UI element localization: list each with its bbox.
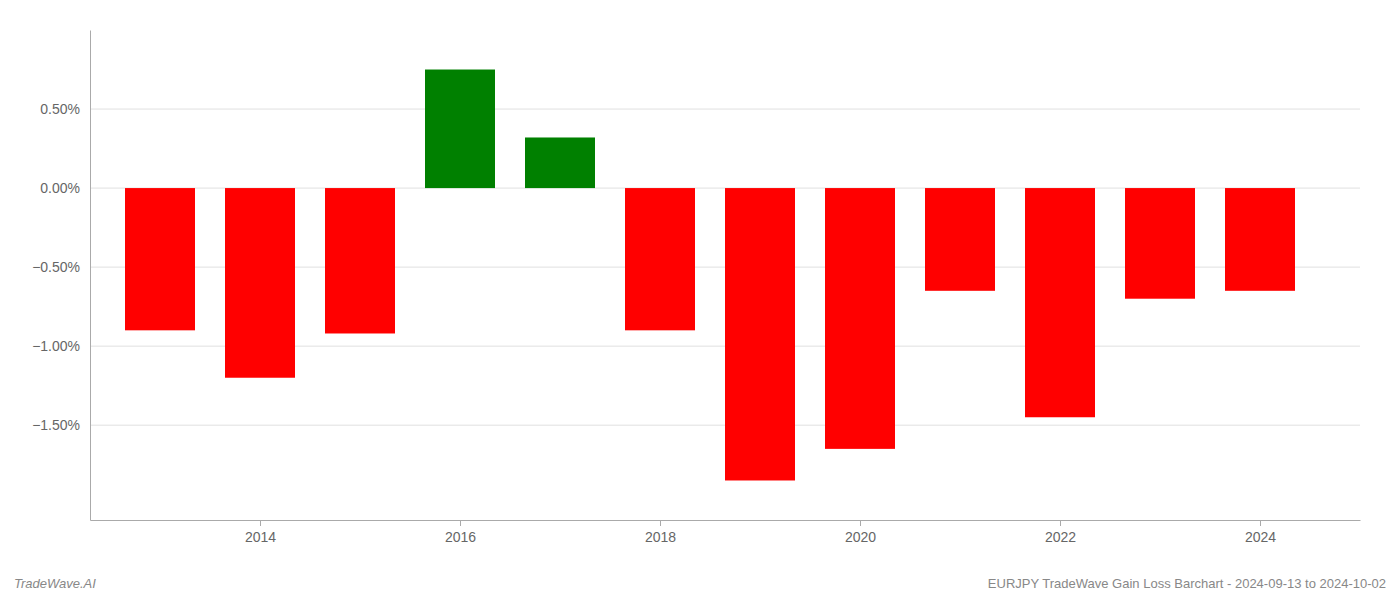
x-axis-line (91, 520, 1361, 521)
bar (125, 188, 195, 330)
bar (625, 188, 695, 330)
x-tick: 2016 (445, 520, 476, 545)
x-tick-mark (860, 520, 861, 526)
plot-area: −1.50% −1.00% −0.50% 0.00% 0.50% 2014 2016 2018… (32, 31, 1360, 545)
bar (1025, 188, 1095, 417)
x-tick-mark (460, 520, 461, 526)
footer: TradeWave.AI EURJPY TradeWave Gain Loss B… (14, 576, 1386, 591)
x-tick: 2020 (845, 520, 876, 545)
x-axis: 2014 2016 2018 2020 2022 2024 (91, 520, 1361, 545)
y-tick-label: 0.00% (40, 180, 80, 196)
bar (925, 188, 995, 291)
x-tick: 2022 (1045, 520, 1076, 545)
y-tick: 0.50% (40, 101, 90, 117)
x-tick-label: 2014 (245, 529, 276, 545)
y-tick: −0.50% (32, 259, 90, 275)
footer-right: EURJPY TradeWave Gain Loss Barchart - 20… (988, 576, 1386, 591)
y-tick: −1.50% (32, 417, 90, 433)
y-tick-label: −1.50% (32, 417, 80, 433)
bar (825, 188, 895, 449)
bar (225, 188, 295, 378)
y-axis: −1.50% −1.00% −0.50% 0.00% 0.50% (32, 31, 90, 521)
bar (1125, 188, 1195, 299)
bar (425, 70, 495, 189)
x-tick: 2024 (1245, 520, 1276, 545)
x-tick: 2014 (245, 520, 276, 545)
x-tick-label: 2018 (645, 529, 676, 545)
y-tick: −1.00% (32, 338, 90, 354)
y-tick-label: −0.50% (32, 259, 80, 275)
x-tick-mark (660, 520, 661, 526)
y-tick-label: 0.50% (40, 101, 80, 117)
x-tick-label: 2022 (1045, 529, 1076, 545)
y-tick-label: −1.00% (32, 338, 80, 354)
bars (125, 70, 1295, 481)
x-tick-mark (1260, 520, 1261, 526)
bar (325, 188, 395, 333)
y-axis-line (90, 31, 91, 521)
x-tick-label: 2024 (1245, 529, 1276, 545)
x-tick-label: 2016 (445, 529, 476, 545)
grid-line (90, 109, 1360, 110)
x-tick: 2018 (645, 520, 676, 545)
x-tick-mark (260, 520, 261, 526)
chart-svg: −1.50% −1.00% −0.50% 0.00% 0.50% 2014 2016 2018… (0, 0, 1400, 600)
x-tick-label: 2020 (845, 529, 876, 545)
bar (1225, 188, 1295, 291)
bar (525, 137, 595, 188)
x-tick-mark (1060, 520, 1061, 526)
y-tick: 0.00% (40, 180, 90, 196)
bar (725, 188, 795, 480)
footer-left: TradeWave.AI (14, 576, 96, 591)
